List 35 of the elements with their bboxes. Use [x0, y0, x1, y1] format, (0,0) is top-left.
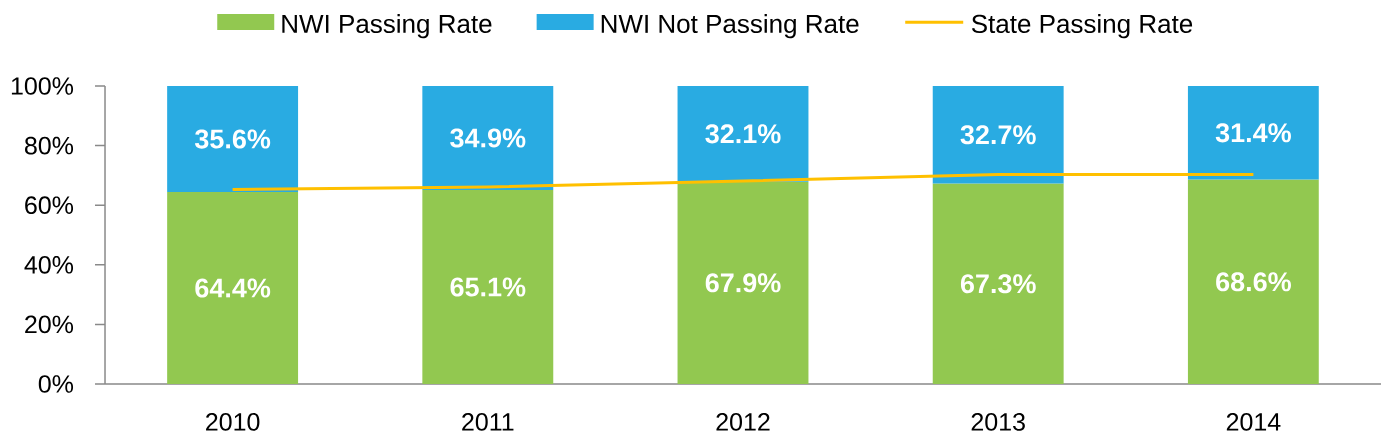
y-tick-label: 20%: [25, 315, 74, 334]
bar: [1187, 86, 1319, 180]
data-label: 67.9%: [705, 273, 781, 293]
y-tick-label: 100%: [11, 77, 74, 95]
bar: [167, 192, 299, 384]
x-tick-label: 2013: [971, 413, 1025, 431]
data-label: 32.7%: [960, 125, 1036, 145]
bar: [167, 86, 299, 193]
data-label: 35.6%: [194, 129, 271, 149]
data-label: 67.3%: [960, 274, 1036, 294]
x-tick-label: 2012: [716, 413, 770, 431]
y-tick-label: 0%: [38, 375, 74, 393]
bar: [677, 181, 809, 384]
bar: [677, 86, 809, 182]
data-label: 65.1%: [450, 277, 526, 297]
bar: [422, 86, 554, 190]
bar: [1187, 179, 1319, 384]
x-tick-label: 2011: [462, 413, 514, 431]
x-tick-label: 2014: [1226, 413, 1281, 431]
legend-label: NWI Passing Rate: [282, 13, 492, 39]
data-label: 34.9%: [450, 128, 526, 148]
data-label: 32.1%: [705, 124, 781, 144]
y-tick-label: 40%: [24, 255, 74, 274]
data-label: 31.4%: [1215, 123, 1291, 143]
y-tick-label: 60%: [25, 196, 74, 215]
x-tick-label: 2010: [206, 413, 260, 431]
legend-label: NWI Not Passing Rate: [601, 13, 859, 39]
legend-label: State Passing Rate: [971, 13, 1193, 39]
data-label: 64.4%: [195, 278, 271, 298]
bar: [422, 190, 554, 384]
bar: [932, 183, 1064, 384]
line-series: [231, 173, 1255, 191]
bar: [932, 86, 1064, 184]
data-label: 68.6%: [1216, 272, 1291, 292]
y-tick-label: 80%: [25, 136, 74, 155]
